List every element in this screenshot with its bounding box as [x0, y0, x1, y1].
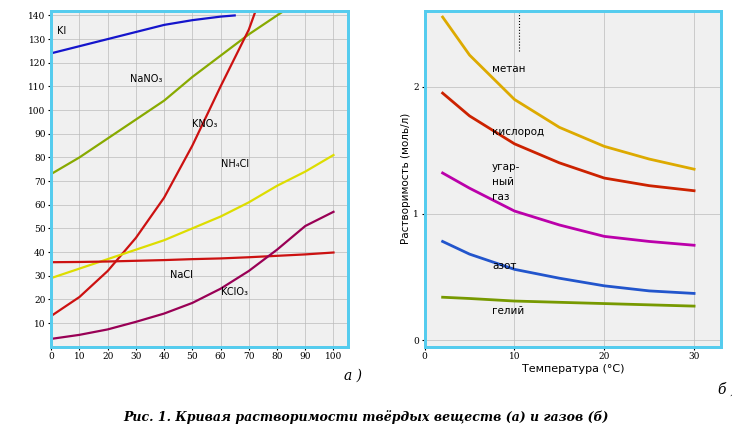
Text: газ: газ	[492, 192, 509, 202]
Text: KClO₃: KClO₃	[220, 287, 247, 297]
Text: гелий: гелий	[492, 306, 524, 316]
Text: KNO₃: KNO₃	[193, 119, 217, 129]
Text: кислород: кислород	[492, 127, 544, 137]
Text: NH₄Cl: NH₄Cl	[220, 159, 249, 169]
Text: б ): б )	[717, 382, 732, 396]
Text: угар-: угар-	[492, 163, 520, 172]
X-axis label: Температура (°C): Температура (°C)	[522, 364, 624, 374]
Text: NaCl: NaCl	[170, 270, 193, 280]
Text: Рис. 1. Кривая растворимости твёрдых веществ (а) и газов (б): Рис. 1. Кривая растворимости твёрдых вещ…	[123, 410, 609, 424]
Text: а ): а )	[345, 369, 362, 383]
Y-axis label: Растворимость (моль/л): Растворимость (моль/л)	[400, 113, 411, 244]
Text: азот: азот	[492, 262, 516, 271]
Text: KI: KI	[57, 27, 66, 36]
Text: ный: ный	[492, 177, 514, 187]
Text: метан: метан	[492, 63, 526, 74]
Text: NaNO₃: NaNO₃	[130, 74, 163, 84]
